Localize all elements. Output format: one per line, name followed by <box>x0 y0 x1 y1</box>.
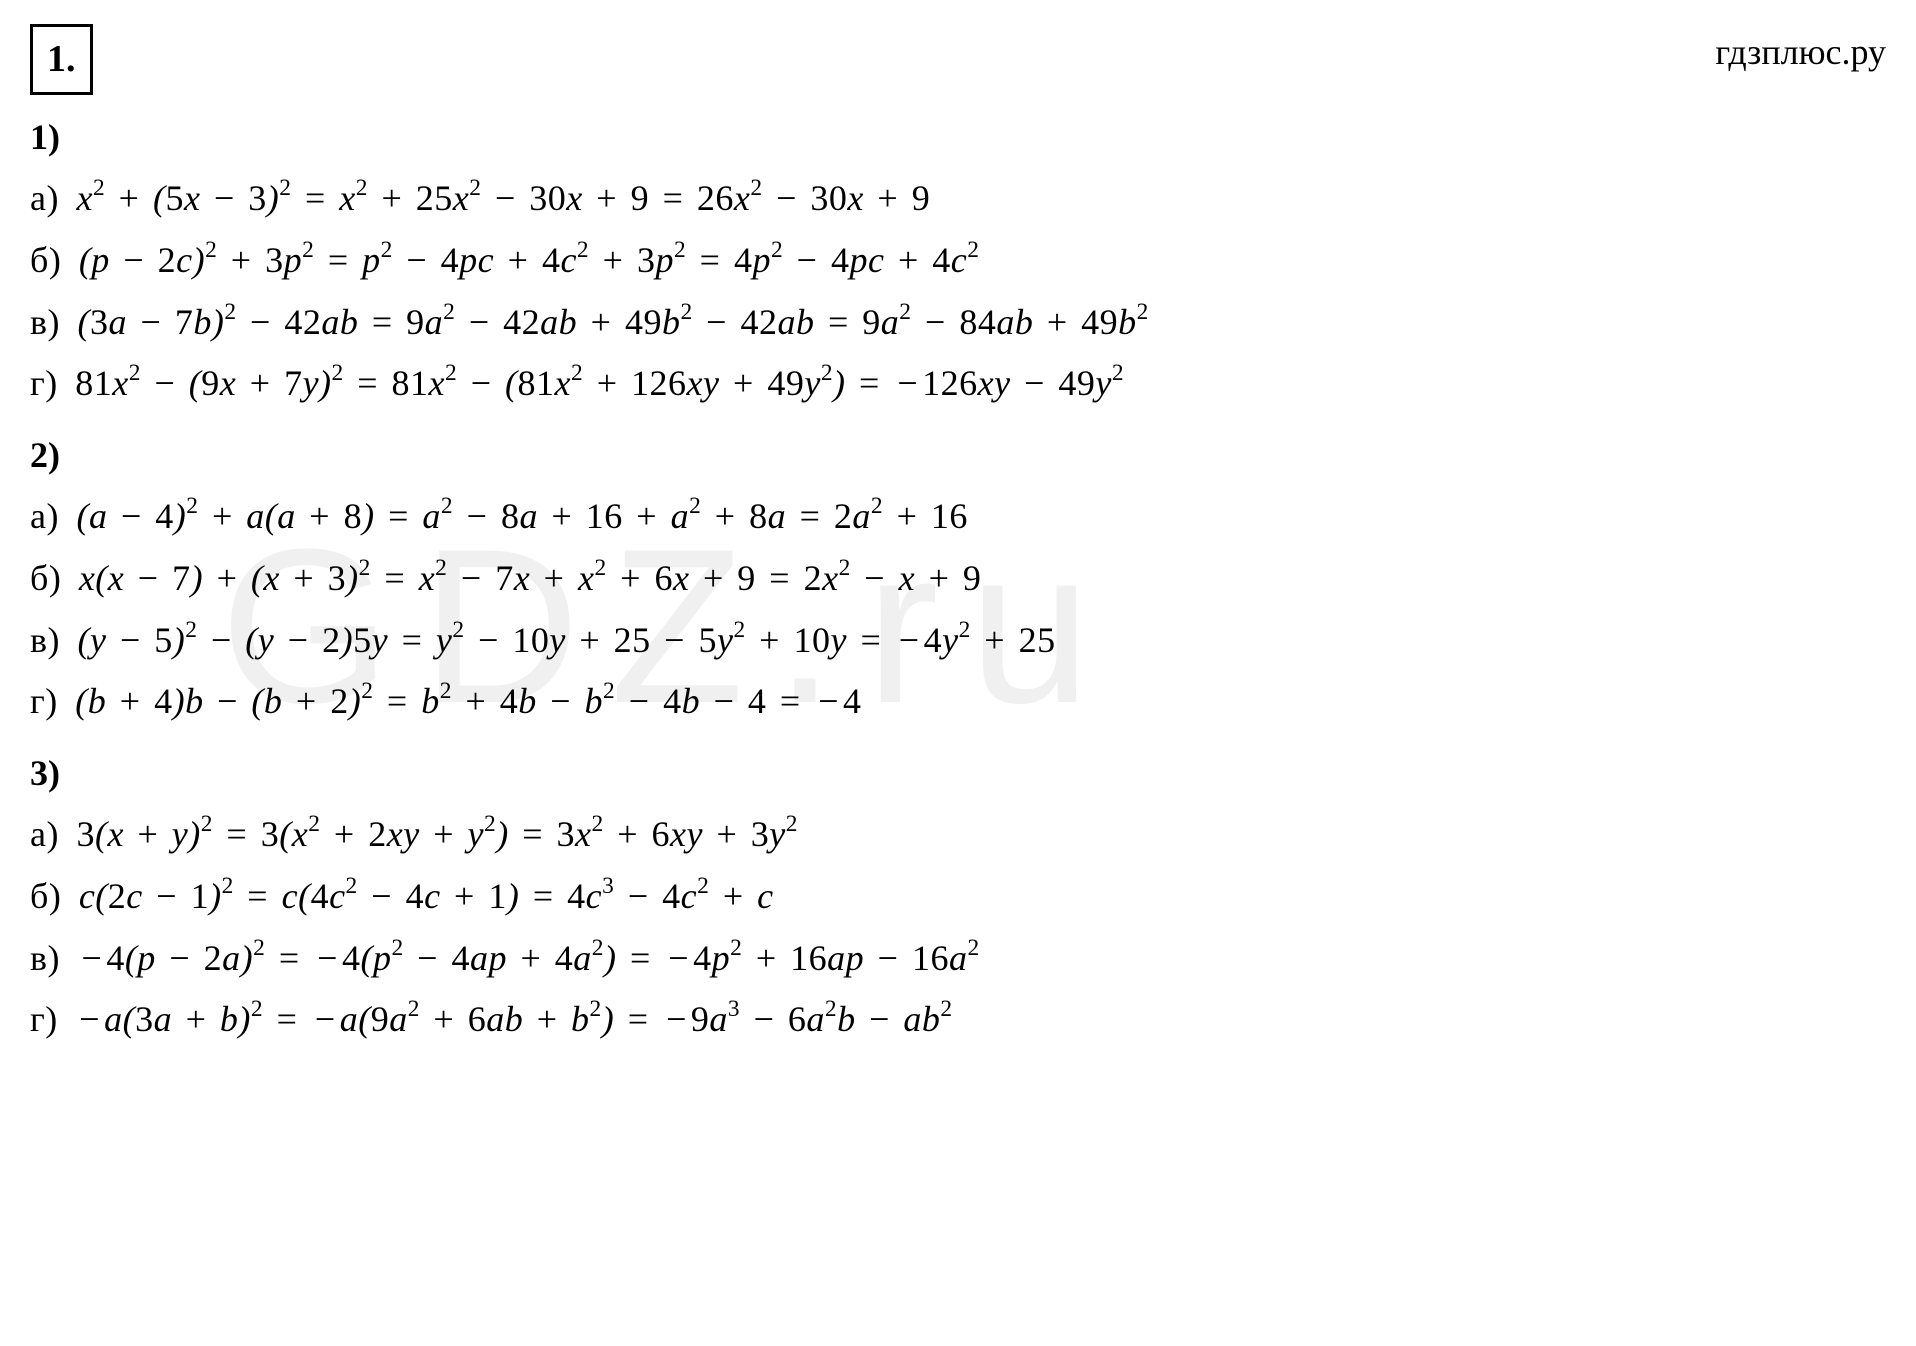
eq-label: б) <box>30 876 61 916</box>
eq-label: г) <box>30 999 58 1039</box>
eq-expr: c(2c − 1)2 = c(4c2 − 4c + 1) = 4c3 − 4c2… <box>79 876 774 916</box>
eq-1g: г) 81x2 − (9x + 7y)2 = 81x2 − (81x2 + 12… <box>30 355 1886 413</box>
eq-label: а) <box>30 178 59 218</box>
eq-3a: а) 3(x + y)2 = 3(x2 + 2xy + y2) = 3x2 + … <box>30 806 1886 864</box>
eq-3g: г) −a(3a + b)2 = −a(9a2 + 6ab + b2) = −9… <box>30 991 1886 1049</box>
eq-expr: (a − 4)2 + a(a + 8) = a2 − 8a + 16 + a2 … <box>76 496 967 536</box>
section-2-label: 2) <box>30 427 1886 485</box>
eq-1v: в) (3a − 7b)2 − 42ab = 9a2 − 42ab + 49b2… <box>30 294 1886 352</box>
eq-expr: x(x − 7) + (x + 3)2 = x2 − 7x + x2 + 6x … <box>79 558 982 598</box>
section-3-label: 3) <box>30 745 1886 803</box>
eq-2v: в) (y − 5)2 − (y − 2)5y = y2 − 10y + 25 … <box>30 612 1886 670</box>
eq-expr: 3(x + y)2 = 3(x2 + 2xy + y2) = 3x2 + 6xy… <box>76 814 798 854</box>
eq-expr: x2 + (5x − 3)2 = x2 + 25x2 − 30x + 9 = 2… <box>76 178 930 218</box>
eq-label: г) <box>30 681 58 721</box>
eq-expr: (p − 2c)2 + 3p2 = p2 − 4pc + 4c2 + 3p2 =… <box>79 240 980 280</box>
eq-2b: б) x(x − 7) + (x + 3)2 = x2 − 7x + x2 + … <box>30 550 1886 608</box>
header-row: 1. гдзплюс.ру <box>30 24 1886 95</box>
eq-label: б) <box>30 558 61 598</box>
eq-expr: (y − 5)2 − (y − 2)5y = y2 − 10y + 25 − 5… <box>78 620 1056 660</box>
eq-label: в) <box>30 620 60 660</box>
eq-3b: б) c(2c − 1)2 = c(4c2 − 4c + 1) = 4c3 − … <box>30 868 1886 926</box>
eq-label: а) <box>30 814 59 854</box>
eq-1a: а) x2 + (5x − 3)2 = x2 + 25x2 − 30x + 9 … <box>30 170 1886 228</box>
problem-number-box: 1. <box>30 24 93 95</box>
eq-label: в) <box>30 938 60 978</box>
eq-expr: (3a − 7b)2 − 42ab = 9a2 − 42ab + 49b2 − … <box>78 302 1149 342</box>
eq-1b: б) (p − 2c)2 + 3p2 = p2 − 4pc + 4c2 + 3p… <box>30 232 1886 290</box>
eq-label: б) <box>30 240 61 280</box>
eq-3v: в) −4(p − 2a)2 = −4(p2 − 4ap + 4a2) = −4… <box>30 930 1886 988</box>
eq-label: а) <box>30 496 59 536</box>
eq-2a: а) (a − 4)2 + a(a + 8) = a2 − 8a + 16 + … <box>30 488 1886 546</box>
site-watermark: гдзплюс.ру <box>1715 24 1886 82</box>
eq-expr: 81x2 − (9x + 7y)2 = 81x2 − (81x2 + 126xy… <box>75 363 1124 403</box>
eq-expr: (b + 4)b − (b + 2)2 = b2 + 4b − b2 − 4b … <box>75 681 861 721</box>
section-1-label: 1) <box>30 109 1886 167</box>
eq-label: в) <box>30 302 60 342</box>
eq-expr: −4(p − 2a)2 = −4(p2 − 4ap + 4a2) = −4p2 … <box>78 938 980 978</box>
eq-2g: г) (b + 4)b − (b + 2)2 = b2 + 4b − b2 − … <box>30 673 1886 731</box>
eq-expr: −a(3a + b)2 = −a(9a2 + 6ab + b2) = −9a3 … <box>75 999 952 1039</box>
eq-label: г) <box>30 363 58 403</box>
